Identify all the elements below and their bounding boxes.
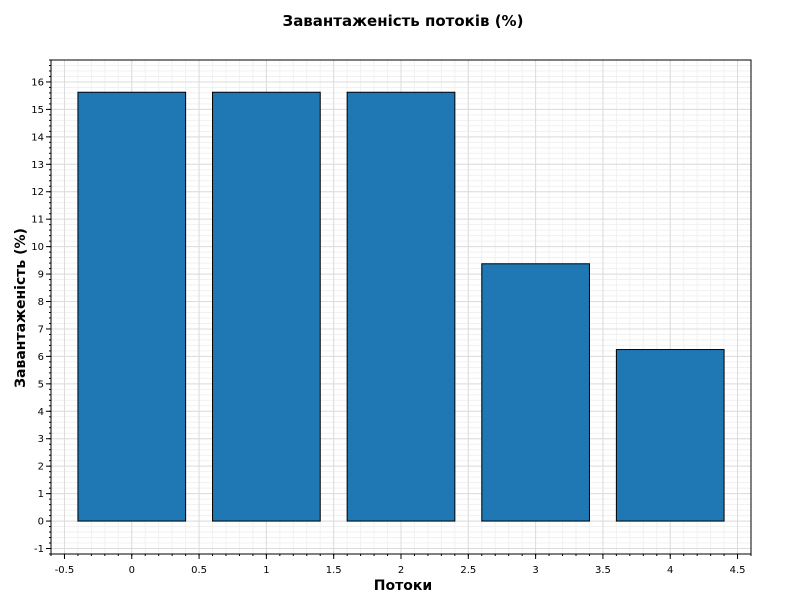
x-tick-label: 2.5 (460, 565, 476, 576)
x-tick-label: 4 (667, 565, 673, 576)
y-tick-label: 15 (31, 105, 44, 116)
y-tick-label: 13 (31, 160, 44, 171)
x-tick-label: 2 (398, 565, 404, 576)
chart-title: Завантаженість потоків (%) (283, 12, 524, 30)
y-tick-label: 0 (38, 517, 44, 528)
x-tick-label: -0.5 (55, 565, 75, 576)
bar (481, 263, 590, 522)
x-tick-label: 0.5 (191, 565, 207, 576)
x-tick-label: 4.5 (730, 565, 746, 576)
y-tick-label: 1 (38, 489, 44, 500)
x-axis: -0.5 0 0.5 1 1.5 2 2.5 3 3.5 4 4.5 (50, 554, 752, 576)
bar (346, 91, 456, 522)
x-tick-label: 3.5 (595, 565, 611, 576)
bar (212, 91, 321, 522)
bar (615, 349, 725, 522)
x-tick-label: 3 (532, 565, 538, 576)
x-tick-label: 0 (129, 565, 135, 576)
y-tick-label: 16 (31, 77, 44, 88)
bar (77, 91, 187, 522)
y-tick-label: 4 (38, 407, 44, 418)
y-tick-label: 9 (38, 270, 44, 281)
y-tick-label: 5 (38, 379, 44, 390)
x-tick-label: 1 (263, 565, 269, 576)
y-axis-title: Завантаженість (%) (13, 228, 29, 388)
y-tick-label: 2 (38, 462, 44, 473)
bars (77, 91, 725, 522)
y-tick-label: 3 (38, 434, 44, 445)
y-tick-label: 6 (38, 352, 44, 363)
y-tick-label: 12 (31, 187, 44, 198)
y-tick-label: 10 (31, 242, 44, 253)
x-tick-label: 1.5 (326, 565, 342, 576)
y-tick-label: 7 (38, 324, 44, 335)
y-tick-label: 8 (38, 297, 44, 308)
x-axis-title: Потоки (374, 578, 432, 594)
y-tick-label: 11 (31, 215, 44, 226)
y-tick-label: 14 (31, 132, 44, 143)
y-tick-label: -1 (34, 544, 44, 555)
